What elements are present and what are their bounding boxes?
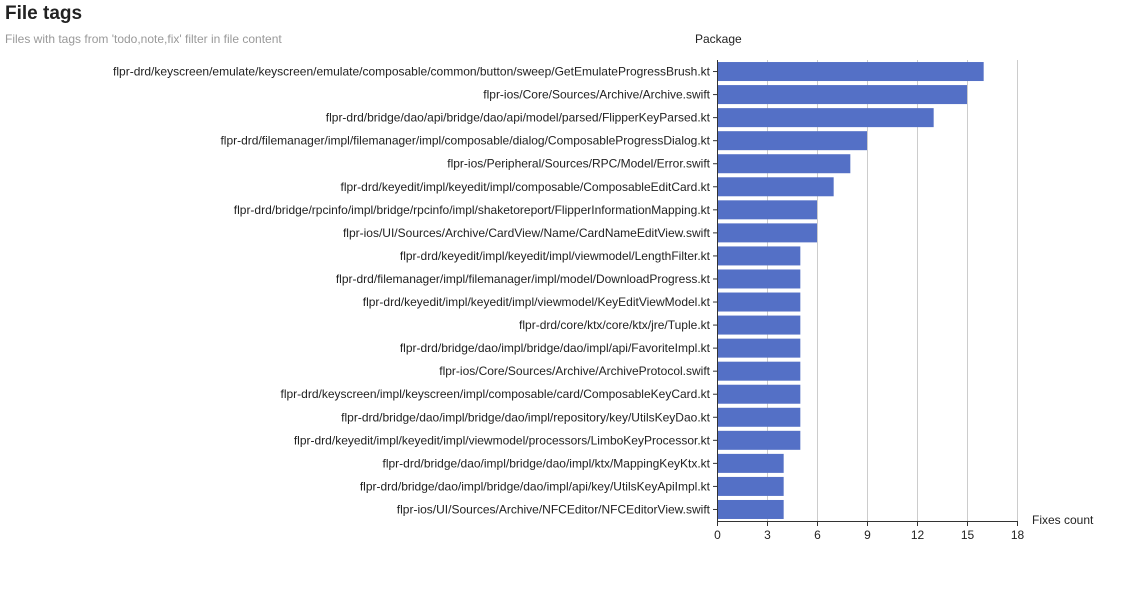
labels: flpr-drd/keyscreen/emulate/keyscreen/emu… — [113, 32, 1094, 542]
x-tick-label: 18 — [1011, 528, 1025, 542]
category-label: flpr-ios/UI/Sources/Archive/NFCEditor/NF… — [397, 502, 711, 516]
bar — [717, 85, 967, 105]
bar — [717, 338, 801, 358]
bar — [717, 453, 784, 473]
category-label: flpr-drd/bridge/rpcinfo/impl/bridge/rpci… — [234, 203, 711, 217]
bar — [717, 315, 801, 335]
bar — [717, 131, 867, 151]
category-label: flpr-drd/keyscreen/emulate/keyscreen/emu… — [113, 65, 711, 79]
bar — [717, 384, 801, 404]
axes — [713, 60, 1018, 526]
category-label: flpr-drd/keyedit/impl/keyedit/impl/viewm… — [363, 295, 711, 309]
x-tick-label: 0 — [714, 528, 721, 542]
category-label: flpr-ios/UI/Sources/Archive/CardView/Nam… — [343, 226, 711, 240]
x-axis-title: Fixes count — [1032, 513, 1094, 527]
bar — [717, 292, 801, 312]
category-label: flpr-ios/Peripheral/Sources/RPC/Model/Er… — [447, 157, 710, 171]
category-label: flpr-ios/Core/Sources/Archive/Archive.sw… — [483, 88, 710, 102]
category-label: flpr-drd/keyedit/impl/keyedit/impl/viewm… — [294, 433, 711, 447]
page-subtitle: Files with tags from 'todo,note,fix' fil… — [5, 32, 282, 46]
x-tick-label: 15 — [961, 528, 975, 542]
bar — [717, 246, 801, 266]
page-title: File tags — [5, 3, 83, 24]
bar — [717, 476, 784, 496]
x-tick-label: 3 — [764, 528, 771, 542]
bar — [717, 200, 817, 220]
category-label: flpr-drd/filemanager/impl/filemanager/im… — [220, 134, 710, 148]
category-label: flpr-drd/keyedit/impl/keyedit/impl/viewm… — [400, 249, 711, 263]
category-label: flpr-drd/filemanager/impl/filemanager/im… — [336, 272, 711, 286]
category-label: flpr-drd/bridge/dao/impl/bridge/dao/impl… — [341, 410, 710, 424]
bar — [717, 499, 784, 519]
y-axis-title: Package — [695, 32, 742, 46]
bar — [717, 361, 801, 381]
bar — [717, 154, 851, 174]
category-label: flpr-drd/bridge/dao/impl/bridge/dao/impl… — [383, 456, 711, 470]
bar — [717, 108, 934, 128]
category-label: flpr-drd/bridge/dao/api/bridge/dao/api/m… — [326, 111, 711, 125]
category-label: flpr-drd/bridge/dao/impl/bridge/dao/impl… — [360, 479, 711, 493]
bar — [717, 269, 801, 289]
bars — [717, 62, 984, 519]
bar — [717, 223, 817, 243]
bar — [717, 62, 984, 82]
bar — [717, 407, 801, 427]
bar — [717, 430, 801, 450]
category-label: flpr-drd/keyscreen/impl/keyscreen/impl/c… — [280, 387, 710, 401]
x-tick-label: 6 — [814, 528, 821, 542]
category-label: flpr-drd/core/ktx/core/ktx/jre/Tuple.kt — [519, 318, 711, 332]
grid-lines — [767, 60, 1018, 521]
category-label: flpr-drd/keyedit/impl/keyedit/impl/compo… — [341, 180, 711, 194]
x-tick-label: 9 — [864, 528, 871, 542]
x-tick-label: 12 — [911, 528, 925, 542]
bar — [717, 177, 834, 197]
category-label: flpr-drd/bridge/dao/impl/bridge/dao/impl… — [400, 341, 711, 355]
category-label: flpr-ios/Core/Sources/Archive/ArchivePro… — [439, 364, 710, 378]
